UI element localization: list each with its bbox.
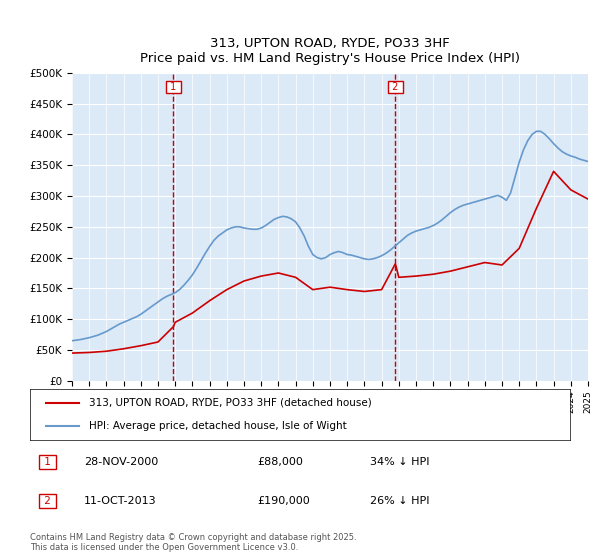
Text: 11-OCT-2013: 11-OCT-2013 [84, 496, 157, 506]
Text: 313, UPTON ROAD, RYDE, PO33 3HF (detached house): 313, UPTON ROAD, RYDE, PO33 3HF (detache… [89, 398, 372, 408]
Text: 26% ↓ HPI: 26% ↓ HPI [370, 496, 430, 506]
Text: £88,000: £88,000 [257, 457, 302, 467]
Text: 1: 1 [167, 82, 179, 92]
Text: HPI: Average price, detached house, Isle of Wight: HPI: Average price, detached house, Isle… [89, 421, 347, 431]
Text: 34% ↓ HPI: 34% ↓ HPI [370, 457, 430, 467]
Text: 28-NOV-2000: 28-NOV-2000 [84, 457, 158, 467]
Text: £190,000: £190,000 [257, 496, 310, 506]
Text: 1: 1 [41, 457, 54, 467]
Text: Contains HM Land Registry data © Crown copyright and database right 2025.
This d: Contains HM Land Registry data © Crown c… [30, 533, 356, 552]
Text: 2: 2 [41, 496, 54, 506]
Title: 313, UPTON ROAD, RYDE, PO33 3HF
Price paid vs. HM Land Registry's House Price In: 313, UPTON ROAD, RYDE, PO33 3HF Price pa… [140, 37, 520, 65]
Text: 2: 2 [389, 82, 401, 92]
